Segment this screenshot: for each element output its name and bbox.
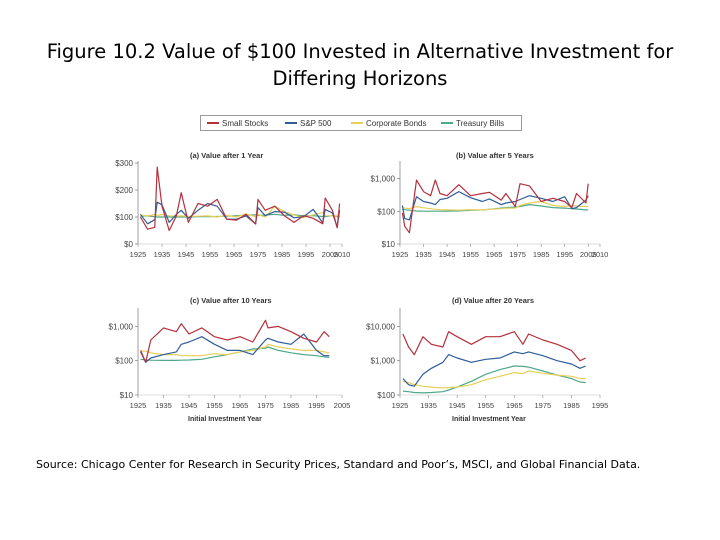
x-tick-label-b: 1935 [415, 250, 432, 259]
chart-title-c: (c) Value after 10 Years [190, 296, 272, 305]
x-tick-label-c: 1995 [308, 401, 325, 410]
x-tick-label-c: 1945 [181, 401, 198, 410]
chart-title-d: (d) Value after 20 Years [452, 296, 534, 305]
y-tick-label-b: $10 [382, 240, 396, 249]
series-line-b-small-stocks [401, 179, 589, 234]
legend-swatch-sp500 [285, 122, 297, 124]
x-axis-title-c: Initial Investment Year [188, 416, 262, 423]
y-tick-label-c: $100 [115, 357, 133, 366]
series-line-a-small-stocks [139, 166, 341, 232]
legend-swatch-corporate-bonds [351, 122, 363, 124]
legend-item-treasury-bills: Treasury Bills [441, 116, 504, 130]
x-tick-label-b: 1975 [509, 250, 526, 259]
legend-swatch-small-stocks [207, 122, 219, 124]
figure-title-line-1: Figure 10.2 Value of $100 Invested in Al… [46, 40, 674, 63]
x-tick-label-a: 1995 [298, 250, 315, 259]
chart-legend: Small Stocks S&P 500 Corporate Bonds Tre… [200, 115, 522, 131]
x-tick-label-c: 1955 [206, 401, 223, 410]
x-tick-label-b: 1965 [486, 250, 503, 259]
y-tick-label-c: $10 [120, 391, 134, 400]
x-tick-label-c: 1925 [130, 401, 147, 410]
legend-label-small-stocks: Small Stocks [222, 118, 269, 128]
y-tick-label-a: $300 [115, 159, 133, 168]
figure-title: Figure 10.2 Value of $100 Invested in Al… [0, 38, 720, 92]
figure-title-line-2: Differing Horizons [272, 67, 448, 90]
x-tick-label-a: 2010 [334, 250, 351, 259]
x-tick-label-a: 1975 [250, 250, 267, 259]
legend-label-sp500: S&P 500 [300, 118, 332, 128]
x-tick-label-b: 2005 [580, 250, 597, 259]
x-tick-label-b: 1955 [462, 250, 479, 259]
series-line-d-s-p-500 [402, 351, 586, 387]
series-line-d-corporate-bonds [402, 370, 586, 389]
x-tick-label-d: 1935 [420, 401, 437, 410]
x-tick-label-c: 1935 [155, 401, 172, 410]
series-line-d-treasury-bills [402, 365, 586, 394]
series-line-c-s-p-500 [140, 333, 330, 363]
y-tick-label-a: $200 [115, 186, 133, 195]
y-tick-label-d: $1,000 [371, 357, 396, 366]
legend-label-treasury-bills: Treasury Bills [456, 118, 505, 128]
source-note: Source: Chicago Center for Research in S… [36, 458, 641, 471]
chart-title-b: (b) Value after 5 Years [456, 151, 534, 160]
x-axis-title-d: Initial Investment Year [452, 416, 526, 423]
x-tick-label-a: 1965 [226, 250, 243, 259]
y-tick-label-b: $100 [377, 207, 395, 216]
x-tick-label-d: 1985 [563, 401, 580, 410]
series-line-a-s-p-500 [139, 201, 341, 228]
x-tick-label-a: 1955 [202, 250, 219, 259]
y-tick-label-c: $1,000 [109, 322, 134, 331]
series-line-a-corporate-bonds [140, 205, 341, 219]
legend-swatch-treasury-bills [441, 122, 453, 124]
x-tick-label-a: 2005 [322, 250, 339, 259]
x-tick-label-a: 1935 [154, 250, 171, 259]
y-tick-label-a: $100 [115, 213, 133, 222]
y-tick-label-d: $10,000 [366, 322, 395, 331]
x-tick-label-d: 1955 [477, 401, 494, 410]
legend-item-small-stocks: Small Stocks [207, 116, 268, 130]
series-line-b-s-p-500 [401, 191, 589, 221]
x-tick-label-a: 1945 [178, 250, 195, 259]
x-tick-label-c: 2005 [334, 401, 351, 410]
series-line-c-small-stocks [140, 319, 330, 363]
x-tick-label-b: 1995 [556, 250, 573, 259]
legend-label-corporate-bonds: Corporate Bonds [366, 118, 427, 128]
x-tick-label-d: 1925 [392, 401, 409, 410]
series-line-d-small-stocks [402, 331, 586, 362]
y-tick-label-a: $0 [124, 240, 133, 249]
x-tick-label-a: 1925 [130, 250, 147, 259]
x-tick-label-b: 1945 [439, 250, 456, 259]
y-tick-label-b: $1,000 [371, 175, 396, 184]
x-tick-label-d: 1945 [449, 401, 466, 410]
legend-item-sp500: S&P 500 [285, 116, 331, 130]
x-tick-label-b: 1985 [533, 250, 550, 259]
x-tick-label-d: 1975 [535, 401, 552, 410]
x-tick-label-b: 2010 [592, 250, 609, 259]
series-line-b-corporate-bonds [402, 200, 589, 211]
x-tick-label-c: 1985 [283, 401, 300, 410]
x-tick-label-c: 1965 [232, 401, 249, 410]
x-tick-label-a: 1985 [274, 250, 291, 259]
y-tick-label-d: $100 [377, 391, 395, 400]
x-tick-label-d: 1995 [592, 401, 609, 410]
legend-item-corporate-bonds: Corporate Bonds [351, 116, 426, 130]
x-tick-label-b: 1925 [392, 250, 409, 259]
x-tick-label-d: 1965 [506, 401, 523, 410]
chart-title-a: (a) Value after 1 Year [190, 151, 263, 160]
x-tick-label-c: 1975 [257, 401, 274, 410]
